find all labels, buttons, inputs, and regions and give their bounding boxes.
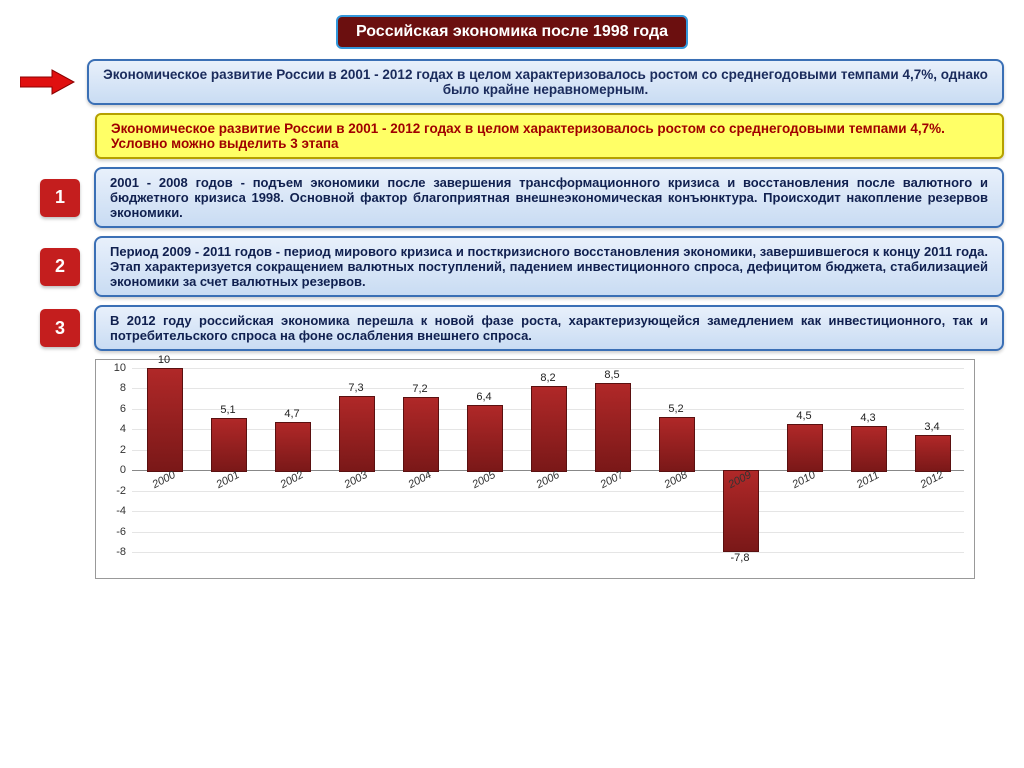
- stage-number: 3: [40, 309, 80, 347]
- bar-value-label: 8,2: [523, 372, 573, 384]
- y-tick-label: -6: [102, 526, 126, 538]
- x-tick-label: 2008: [662, 469, 689, 491]
- gridline: [132, 491, 964, 492]
- chart-bar: [403, 397, 439, 473]
- gridline: [132, 552, 964, 553]
- chart-bar: [787, 424, 823, 472]
- bar-value-label: 4,7: [267, 408, 317, 420]
- x-tick-label: 2011: [855, 469, 882, 491]
- chart-bar: [595, 383, 631, 472]
- y-tick-label: 10: [102, 362, 126, 374]
- gdp-growth-chart: -8-6-4-202468101020005,120014,720027,320…: [95, 359, 975, 579]
- stage-text: 2001 - 2008 годов - подъем экономики пос…: [94, 167, 1004, 228]
- chart-bar: [467, 405, 503, 472]
- chart-bar: [339, 396, 375, 473]
- stage-row-1: 1 2001 - 2008 годов - подъем экономики п…: [20, 167, 1004, 228]
- x-tick-label: 2006: [534, 469, 561, 491]
- bar-value-label: 6,4: [459, 391, 509, 403]
- bar-value-label: -7,8: [715, 552, 765, 564]
- gridline: [132, 532, 964, 533]
- chart-bar: [147, 368, 183, 472]
- x-tick-label: 2005: [470, 469, 497, 491]
- chart-bar: [851, 426, 887, 472]
- x-tick-label: 2002: [278, 469, 305, 491]
- bar-value-label: 7,3: [331, 382, 381, 394]
- yellow-box: Экономическое развитие России в 2001 - 2…: [95, 113, 1004, 159]
- bar-value-label: 7,2: [395, 383, 445, 395]
- bar-value-label: 3,4: [907, 421, 957, 433]
- intro-box: Экономическое развитие России в 2001 - 2…: [87, 59, 1004, 105]
- y-tick-label: -8: [102, 546, 126, 558]
- bar-value-label: 4,3: [843, 412, 893, 424]
- stage-text: В 2012 году российская экономика перешла…: [94, 305, 1004, 351]
- x-tick-label: 2000: [150, 469, 177, 491]
- chart-bar: [275, 422, 311, 472]
- bar-value-label: 5,1: [203, 404, 253, 416]
- stage-row-2: 2 Период 2009 - 2011 годов - период миро…: [20, 236, 1004, 297]
- y-tick-label: -4: [102, 505, 126, 517]
- page-title: Российская экономика после 1998 года: [336, 15, 688, 49]
- bar-value-label: 5,2: [651, 403, 701, 415]
- chart-bar: [531, 386, 567, 472]
- chart-bar: [659, 417, 695, 472]
- bar-value-label: 4,5: [779, 410, 829, 422]
- y-tick-label: 2: [102, 444, 126, 456]
- stage-number: 1: [40, 179, 80, 217]
- x-tick-label: 2003: [342, 469, 369, 491]
- intro-row: Экономическое развитие России в 2001 - 2…: [20, 59, 1004, 105]
- y-tick-label: -2: [102, 485, 126, 497]
- stage-row-3: 3 В 2012 году российская экономика переш…: [20, 305, 1004, 351]
- x-tick-label: 2012: [918, 469, 945, 491]
- bar-value-label: 8,5: [587, 369, 637, 381]
- x-tick-label: 2010: [790, 469, 817, 491]
- y-tick-label: 8: [102, 382, 126, 394]
- right-arrow-icon: [20, 69, 75, 95]
- x-tick-label: 2001: [214, 469, 241, 491]
- x-tick-label: 2004: [406, 469, 433, 491]
- chart-bar: [915, 435, 951, 472]
- gridline: [132, 368, 964, 369]
- gridline: [132, 511, 964, 512]
- x-tick-label: 2007: [598, 469, 625, 491]
- bar-value-label: 10: [139, 354, 189, 366]
- y-tick-label: 4: [102, 423, 126, 435]
- stage-number: 2: [40, 248, 80, 286]
- chart-bar: [211, 418, 247, 472]
- stage-text: Период 2009 - 2011 годов - период мирово…: [94, 236, 1004, 297]
- y-tick-label: 0: [102, 464, 126, 476]
- y-tick-label: 6: [102, 403, 126, 415]
